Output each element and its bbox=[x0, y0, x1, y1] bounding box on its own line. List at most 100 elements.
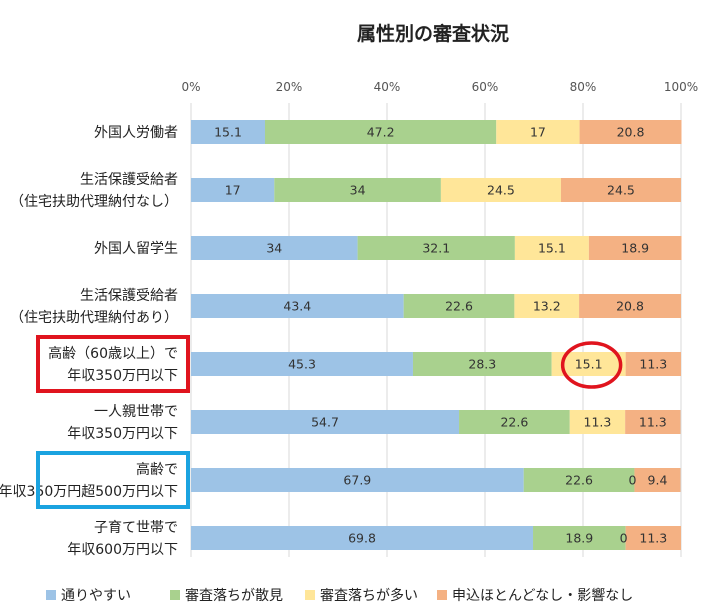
bar-segment bbox=[191, 178, 275, 202]
bar-segment bbox=[588, 236, 682, 260]
legend-swatch bbox=[437, 590, 447, 600]
bar-segment bbox=[403, 294, 515, 318]
bar-row bbox=[191, 120, 682, 144]
bar-segment bbox=[264, 120, 497, 144]
value-label: 13.2 bbox=[533, 299, 561, 314]
bar-segment bbox=[625, 410, 681, 434]
legend-item: 審査落ちが散見 bbox=[170, 588, 283, 604]
bar-segment bbox=[191, 468, 524, 492]
highlight-box bbox=[36, 335, 190, 393]
value-label: 34 bbox=[350, 183, 366, 198]
bar-segment bbox=[191, 410, 460, 434]
value-label: 15.1 bbox=[214, 125, 242, 140]
legend-swatch bbox=[46, 590, 56, 600]
chart-title: 属性別の審査状況 bbox=[357, 22, 509, 45]
category-label-line: 外国人労働者 bbox=[94, 125, 178, 141]
x-tick-label: 20% bbox=[276, 80, 303, 94]
bar-segment bbox=[274, 178, 441, 202]
legend-label: 申込ほとんどなし・影響なし bbox=[452, 587, 633, 604]
category-label-line: 年収600万円以下 bbox=[67, 542, 178, 558]
legend-label: 審査落ちが多い bbox=[320, 587, 418, 604]
bar-segment bbox=[191, 120, 265, 144]
bar-segment bbox=[569, 410, 626, 434]
legend-swatch bbox=[170, 590, 180, 600]
value-label: 17 bbox=[225, 183, 241, 198]
legend-item: 通りやすい bbox=[46, 588, 131, 604]
category-label-line: 外国人留学生 bbox=[94, 241, 178, 257]
category-label-line: 高齢で bbox=[136, 461, 178, 478]
bar-segment bbox=[191, 526, 534, 550]
bar-segment bbox=[514, 236, 589, 260]
x-tick-label: 100% bbox=[664, 80, 698, 94]
bar-segment bbox=[533, 526, 626, 550]
annotations bbox=[36, 335, 623, 509]
category-label: 子育て世帯で年収600万円以下 bbox=[67, 520, 178, 558]
x-tick-label: 40% bbox=[374, 80, 401, 94]
category-label: 高齢（60歳以上）で年収350万円以下 bbox=[48, 345, 178, 384]
bar-segment bbox=[634, 468, 681, 492]
legend-label: 通りやすい bbox=[61, 588, 131, 604]
value-label: 11.3 bbox=[639, 415, 667, 430]
highlight-box bbox=[36, 451, 190, 509]
bar-segment bbox=[357, 236, 515, 260]
value-label: 28.3 bbox=[468, 357, 496, 372]
category-label-line: （住宅扶助代理納付あり） bbox=[10, 310, 178, 326]
category-label-line: 年収350万円以下 bbox=[67, 426, 178, 442]
legend-item: 申込ほとんどなし・影響なし bbox=[437, 587, 633, 604]
category-label-line: 生活保護受給者 bbox=[80, 172, 178, 188]
value-label: 22.6 bbox=[565, 473, 593, 488]
category-label-line: （住宅扶助代理納付なし） bbox=[10, 194, 178, 210]
category-label: 生活保護受給者 （住宅扶助代理納付あり） bbox=[10, 288, 178, 326]
bar-row bbox=[191, 236, 682, 260]
x-axis-ticks: 0% 20% 40% 60% 80% 100% bbox=[181, 80, 698, 94]
value-label: 20.8 bbox=[616, 299, 644, 314]
value-label: 67.9 bbox=[343, 473, 371, 488]
value-label: 15.1 bbox=[575, 357, 603, 372]
category-label-line: 年収350万円超500万円以下 bbox=[0, 484, 178, 500]
value-labels: 15.1 47.2 17 20.8 17 34 24.5 24.5 34 32.1 15.1 18.9… bbox=[214, 125, 667, 546]
value-label: 24.5 bbox=[487, 183, 515, 198]
category-label-line: 子育て世帯で bbox=[94, 520, 178, 536]
value-label: 43.4 bbox=[283, 299, 311, 314]
bar-segment bbox=[523, 468, 635, 492]
bar-segment bbox=[514, 294, 580, 318]
category-label-line: 年収350万円以下 bbox=[67, 368, 178, 384]
bar-row bbox=[191, 526, 681, 550]
value-label: 11.3 bbox=[639, 531, 667, 546]
value-label: 11.3 bbox=[584, 415, 612, 430]
value-label: 0 bbox=[620, 531, 628, 546]
bar-row bbox=[191, 352, 681, 376]
bar-segment bbox=[560, 178, 681, 202]
legend-swatch bbox=[305, 590, 315, 600]
legend-item: 審査落ちが多い bbox=[305, 587, 418, 604]
bar-segment bbox=[625, 352, 681, 376]
category-label-line: 一人親世帯で bbox=[94, 404, 178, 420]
x-tick-label: 60% bbox=[472, 80, 499, 94]
value-label: 18.9 bbox=[621, 241, 649, 256]
category-label: 一人親世帯で年収350万円以下 bbox=[67, 404, 178, 442]
category-label: 高齢で年収350万円超500万円以下 bbox=[0, 461, 178, 500]
value-label: 34 bbox=[266, 241, 282, 256]
value-label: 18.9 bbox=[565, 531, 593, 546]
x-tick-label: 80% bbox=[570, 80, 597, 94]
value-label: 11.3 bbox=[639, 357, 667, 372]
value-label: 15.1 bbox=[538, 241, 566, 256]
value-label: 17 bbox=[530, 125, 546, 140]
highlight-circle bbox=[560, 341, 623, 389]
bar-segment bbox=[440, 178, 561, 202]
value-label: 0 bbox=[628, 473, 636, 488]
legend: 通りやすい 審査落ちが散見 審査落ちが多い 申込ほとんどなし・影響なし bbox=[46, 587, 633, 604]
legend-label: 審査落ちが散見 bbox=[185, 588, 283, 604]
category-label: 外国人留学生 bbox=[94, 241, 178, 257]
bar-row bbox=[191, 468, 681, 492]
bar-segment bbox=[191, 352, 413, 376]
bar-segment bbox=[459, 410, 570, 434]
bar-row bbox=[191, 178, 681, 202]
bar-segment bbox=[579, 294, 681, 318]
value-label: 69.8 bbox=[348, 531, 376, 546]
bar-row bbox=[191, 410, 681, 434]
x-tick-label: 0% bbox=[181, 80, 200, 94]
category-label: 生活保護受給者 （住宅扶助代理納付なし） bbox=[10, 172, 178, 210]
value-label: 22.6 bbox=[445, 299, 473, 314]
